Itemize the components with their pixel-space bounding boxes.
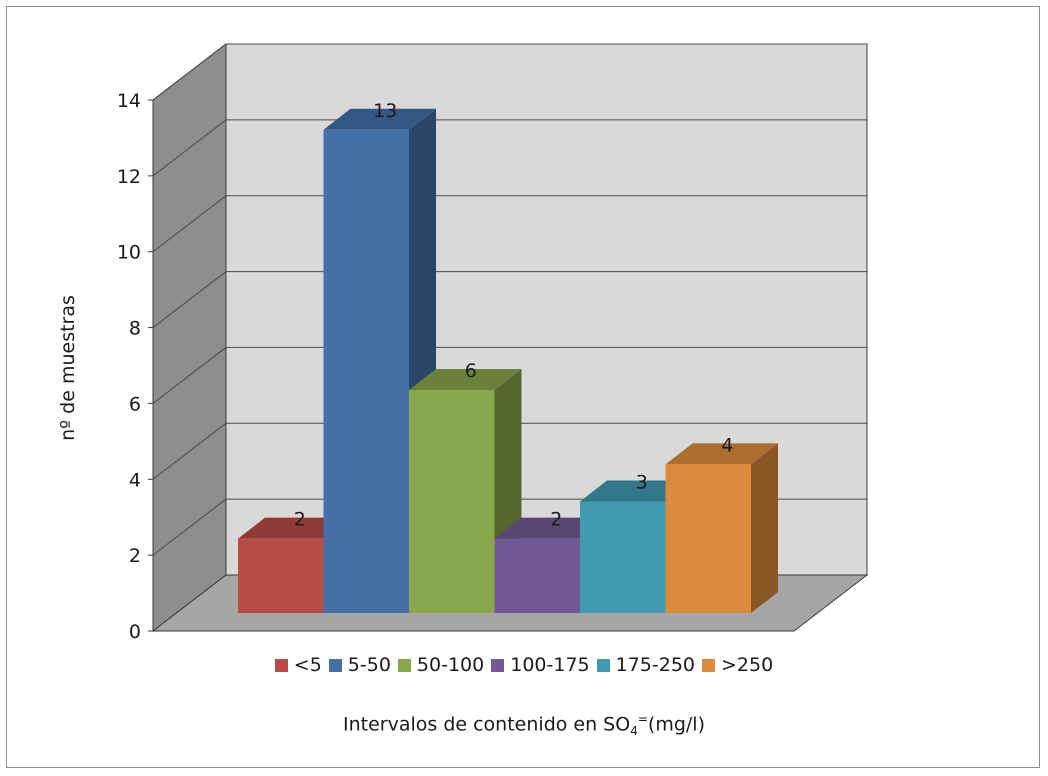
y-tick-label: 10 <box>117 242 141 264</box>
x-axis-title: Intervalos de contenido en SO4=(mg/l) <box>343 712 705 739</box>
legend-swatch <box>702 658 716 672</box>
legend-label: 50-100 <box>416 654 485 676</box>
side-wall <box>152 42 227 633</box>
bar-front <box>665 464 751 613</box>
y-tick-label: 6 <box>129 393 141 415</box>
legend-swatch <box>397 658 411 672</box>
legend-swatch <box>596 658 610 672</box>
bar-side <box>751 443 778 613</box>
gridline <box>152 271 867 328</box>
legend-label: 175-250 <box>615 654 696 676</box>
data-label: 6 <box>465 360 477 382</box>
data-label: 13 <box>373 100 397 122</box>
bar-front <box>238 538 324 613</box>
bar-front <box>323 129 409 614</box>
y-tick-label: 14 <box>117 90 141 112</box>
legend-label: >250 <box>721 654 774 676</box>
data-label: 4 <box>721 434 733 456</box>
legend-item: <5 <box>274 654 322 676</box>
legend-swatch <box>328 658 342 672</box>
legend-label: <5 <box>293 654 322 676</box>
data-label: 3 <box>636 471 648 493</box>
legend-swatch <box>274 658 288 672</box>
y-tick-label: 8 <box>129 318 141 340</box>
y-tick-label: 12 <box>117 166 141 188</box>
legend-item: 5-50 <box>328 654 391 676</box>
legend-item: 100-175 <box>491 654 590 676</box>
bars <box>238 108 778 614</box>
bar-top <box>494 517 607 539</box>
gridline <box>152 43 867 101</box>
bar-front <box>580 501 666 613</box>
bar-top <box>580 480 693 502</box>
y-axis-ticks: 0 2 4 6 8 10 12 14 <box>117 90 154 643</box>
gridline <box>152 346 867 404</box>
gridline <box>152 119 867 177</box>
bar-5 <box>665 443 778 613</box>
legend-item: >250 <box>702 654 773 676</box>
data-label: 2 <box>294 509 306 531</box>
legend-label: 5-50 <box>347 654 391 676</box>
y-tick-label: 2 <box>129 545 141 567</box>
legend-item: 175-250 <box>596 654 696 676</box>
y-axis-title: nº de muestras <box>57 295 79 441</box>
gridline <box>152 195 867 253</box>
legend: <5 5-50 50-100 100-175 175-250 >250 <box>0 654 1048 676</box>
bar-top <box>238 517 351 539</box>
bar-top <box>665 443 778 465</box>
bar-front <box>494 538 580 613</box>
legend-item: 50-100 <box>397 654 485 676</box>
bar-top <box>323 108 436 130</box>
legend-label: 100-175 <box>510 654 590 676</box>
gridline <box>152 422 867 480</box>
data-label: 2 <box>550 509 562 531</box>
legend-swatch <box>491 658 505 672</box>
y-tick-label: 0 <box>129 621 141 643</box>
data-labels: 2 13 6 2 3 4 <box>294 100 734 531</box>
bar-top <box>409 368 522 390</box>
y-tick-label: 4 <box>129 469 141 491</box>
bar-front <box>409 389 495 613</box>
